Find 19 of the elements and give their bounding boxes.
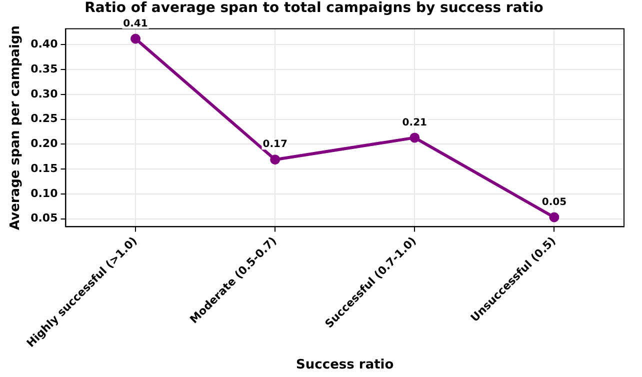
data-label: 0.41 — [123, 18, 148, 30]
y-tick-label: 0.05 — [30, 212, 58, 225]
y-tick-label: 0.35 — [30, 62, 58, 76]
data-label: 0.21 — [402, 117, 428, 128]
point — [410, 132, 420, 143]
y-tick-label: 0.25 — [30, 112, 58, 126]
x-axis-title: Success ratio — [296, 358, 394, 373]
point — [270, 154, 280, 165]
point — [549, 212, 560, 222]
y-tick-label: 0.30 — [30, 87, 58, 100]
chart-title: Ratio of average span to total campaigns by success ratio — [84, 0, 544, 16]
y-tick-label: 0.40 — [30, 38, 58, 51]
y-tick-label: 0.15 — [30, 162, 58, 175]
data-label: 0.17 — [262, 139, 288, 150]
y-tick-label: 0.20 — [30, 137, 58, 150]
y-tick-label: 0.10 — [30, 186, 58, 200]
data-label: 0.05 — [542, 196, 567, 208]
y-axis-title: Average span per campaign — [8, 26, 24, 230]
point — [130, 34, 141, 44]
